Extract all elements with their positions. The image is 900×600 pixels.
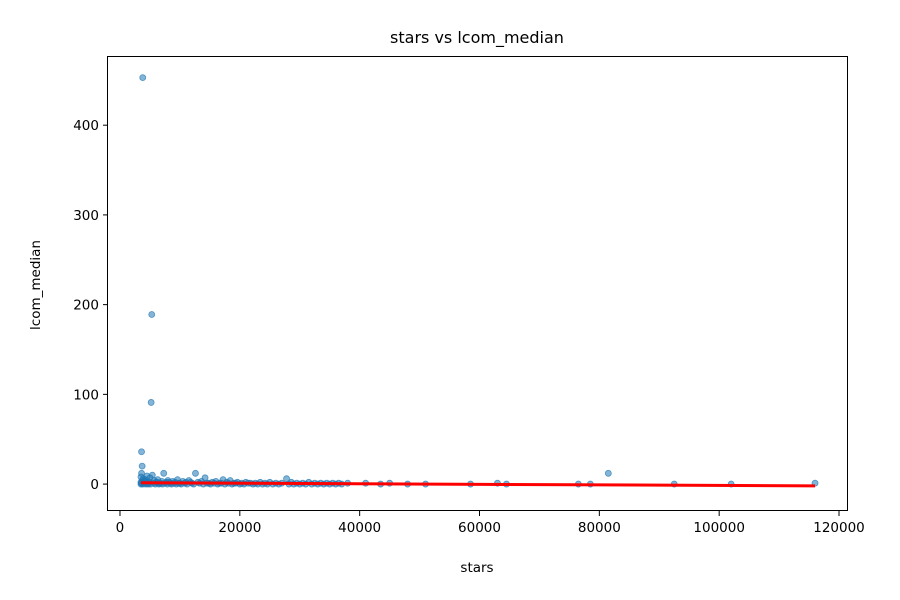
y-axis-ticks: 0 100 200 300 400 xyxy=(73,118,108,493)
y-tick-label: 0 xyxy=(90,477,99,493)
x-tick-label: 40000 xyxy=(338,520,381,536)
y-axis-label: lcom_median xyxy=(28,240,44,330)
data-point xyxy=(139,74,147,82)
y-tick-label: 300 xyxy=(73,208,99,224)
fit-line xyxy=(140,481,816,488)
points-layer xyxy=(137,74,819,488)
y-tick-label: 400 xyxy=(73,118,99,134)
data-point xyxy=(604,469,612,477)
fit-line-layer xyxy=(140,481,816,488)
x-tick-label: 100000 xyxy=(693,520,745,536)
x-tick-label: 0 xyxy=(116,520,125,536)
data-point xyxy=(138,448,145,456)
x-axis-ticks: 0 20000 40000 60000 80000 100000 120000 xyxy=(116,511,865,536)
x-tick-label: 80000 xyxy=(578,520,621,536)
chart-title: stars vs lcom_median xyxy=(390,28,564,48)
y-tick-label: 200 xyxy=(73,298,99,314)
x-tick-label: 60000 xyxy=(458,520,501,536)
data-point xyxy=(160,469,168,477)
x-axis-label: stars xyxy=(460,560,493,576)
data-point xyxy=(192,469,199,477)
y-tick-label: 100 xyxy=(73,387,99,403)
plot-frame xyxy=(107,56,848,511)
x-tick-label: 120000 xyxy=(813,520,865,536)
data-point xyxy=(147,399,155,406)
x-tick-label: 20000 xyxy=(218,520,261,536)
data-point xyxy=(138,462,146,470)
data-point xyxy=(148,311,156,318)
